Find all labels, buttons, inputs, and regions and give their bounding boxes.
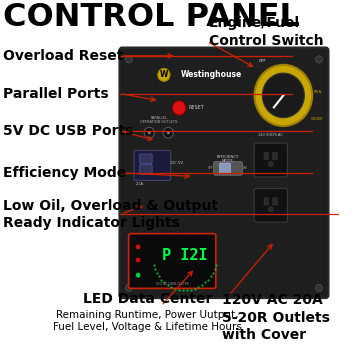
Circle shape — [316, 56, 322, 63]
Text: LED Data Center: LED Data Center — [83, 292, 212, 306]
Circle shape — [158, 68, 170, 81]
Text: ON: ON — [242, 166, 247, 170]
Circle shape — [269, 207, 273, 212]
Text: P I2I: P I2I — [162, 248, 207, 264]
Text: DC 5V: DC 5V — [171, 161, 183, 165]
Text: CONTROL PANEL: CONTROL PANEL — [3, 2, 300, 33]
FancyBboxPatch shape — [120, 48, 328, 298]
Text: EFFICIENCY
MODE: EFFICIENCY MODE — [217, 154, 239, 163]
Text: OFF: OFF — [259, 59, 267, 63]
FancyBboxPatch shape — [254, 188, 287, 222]
Circle shape — [316, 284, 322, 292]
Circle shape — [148, 131, 151, 134]
Text: DIGITAL DATA CENTER: DIGITAL DATA CENTER — [156, 282, 189, 286]
FancyBboxPatch shape — [129, 234, 216, 288]
FancyBboxPatch shape — [134, 150, 171, 180]
FancyBboxPatch shape — [273, 153, 277, 160]
Circle shape — [135, 272, 141, 278]
FancyBboxPatch shape — [140, 165, 152, 174]
Text: Engine/Fuel
Control Switch: Engine/Fuel Control Switch — [209, 16, 323, 48]
Circle shape — [255, 65, 312, 126]
Text: OFF: OFF — [208, 166, 213, 170]
Circle shape — [269, 162, 273, 167]
Text: CHOKE: CHOKE — [310, 117, 323, 121]
FancyBboxPatch shape — [264, 198, 269, 205]
Text: Low Oil, Overload & Output
Ready Indicator Lights: Low Oil, Overload & Output Ready Indicat… — [3, 199, 219, 230]
Circle shape — [126, 284, 132, 292]
FancyBboxPatch shape — [140, 154, 152, 163]
Circle shape — [167, 131, 170, 134]
Text: Overload Reset: Overload Reset — [3, 49, 124, 63]
Text: 2.1A: 2.1A — [136, 182, 144, 186]
Text: 120V AC 20A
5-20R Outlets
with Cover: 120V AC 20A 5-20R Outlets with Cover — [222, 293, 330, 342]
Text: RUN: RUN — [314, 90, 322, 94]
Circle shape — [135, 244, 141, 250]
Text: Efficiency Mode: Efficiency Mode — [3, 166, 127, 180]
Circle shape — [172, 101, 186, 115]
Text: W: W — [160, 71, 168, 80]
Text: RESET: RESET — [189, 105, 204, 111]
FancyBboxPatch shape — [213, 162, 242, 175]
Circle shape — [163, 127, 174, 138]
FancyBboxPatch shape — [219, 163, 230, 174]
FancyBboxPatch shape — [273, 198, 277, 205]
Text: Remaining Runtime, Power Uutput,
Fuel Level, Voltage & Lifetime Hours: Remaining Runtime, Power Uutput, Fuel Le… — [53, 310, 242, 332]
Circle shape — [126, 56, 132, 63]
FancyBboxPatch shape — [254, 143, 287, 177]
Text: PARALLEL
OPERATION OUTLETS: PARALLEL OPERATION OUTLETS — [140, 116, 177, 125]
FancyBboxPatch shape — [140, 165, 152, 174]
Text: Parallel Ports: Parallel Ports — [3, 87, 109, 100]
FancyBboxPatch shape — [140, 154, 152, 163]
Text: 120 VOLTS AC: 120 VOLTS AC — [258, 133, 283, 137]
Circle shape — [144, 127, 154, 138]
Text: Westinghouse: Westinghouse — [181, 71, 242, 80]
Circle shape — [135, 257, 141, 263]
Text: 5V DC USB Ports: 5V DC USB Ports — [3, 125, 134, 138]
FancyBboxPatch shape — [264, 153, 269, 160]
Circle shape — [262, 73, 305, 118]
